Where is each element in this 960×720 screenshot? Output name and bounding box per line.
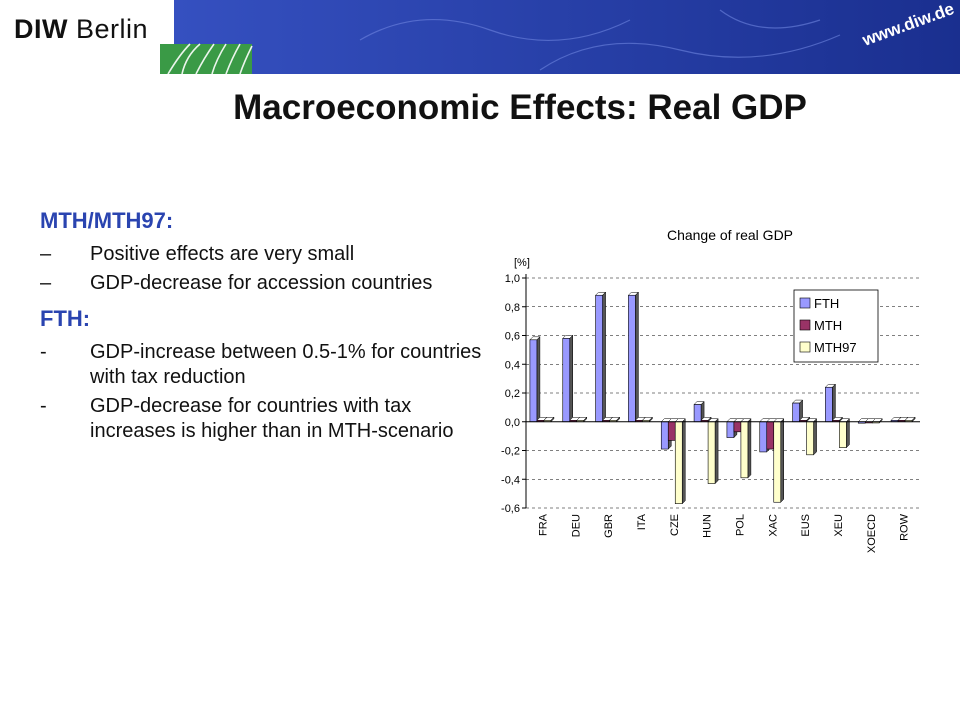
bar-fth-cze (660, 421, 669, 450)
chart-title: Change of real GDP (667, 227, 793, 243)
bar-side-fth (536, 336, 541, 423)
bar-mth-cze (667, 421, 676, 441)
bar-mth97-xac (773, 421, 782, 503)
bar-side-fth (832, 383, 836, 423)
bullet-marker: – (40, 272, 52, 294)
y-tick-label: 0,4 (505, 359, 520, 371)
y-tick-label: -0,2 (501, 446, 520, 458)
bullet-item: - GDP-increase between 0.5-1% for countri… (40, 340, 490, 390)
legend-label-mth: MTH (814, 318, 842, 333)
x-tick-label: DEU (570, 514, 582, 537)
y-tick-label: 0,2 (505, 388, 520, 400)
y-tick-label: -0,4 (501, 474, 520, 486)
x-tick-label: XEU (833, 514, 845, 537)
bullet-text: GDP-increase between 0.5-1% for countrie… (90, 341, 482, 388)
gdp-bar-chart: Change of real GDP [%] 1,0 0,8 0,6 0,4 0,2 0,0 -… (501, 227, 920, 553)
x-tick-label: ROW (899, 513, 911, 541)
section-heading-fth: FTH: (40, 306, 91, 331)
bullet-text: GDP-decrease for countries with tax incr… (90, 395, 454, 442)
bar-fth-pol (726, 421, 735, 438)
header-banner: www.diw.de (160, 0, 960, 74)
bar-fth-gbr (595, 294, 603, 423)
logo-bold-text: DIW (14, 14, 68, 44)
bar-side-fth (602, 291, 606, 423)
bar-side-mth97 (747, 418, 752, 479)
bar-side-mth97 (846, 418, 850, 449)
slide-body: MTH/MTH97: – Positive effects are very sm… (40, 208, 490, 448)
bar-mth97-eus (806, 421, 814, 456)
bar-fth-deu (562, 338, 571, 423)
bullet-item: – Positive effects are very small (40, 242, 490, 267)
x-tick-label: XAC (767, 514, 779, 537)
y-axis-label: [%] (514, 257, 530, 269)
x-tick-label: EUS (800, 514, 812, 537)
y-tick-label: -0,6 (501, 503, 520, 515)
bullet-item: – GDP-decrease for accession countries (40, 271, 490, 296)
x-tick-label: CZE (669, 514, 681, 536)
x-tick-label: FRA (537, 513, 549, 536)
legend-label-fth: FTH (814, 296, 839, 311)
bar-side-mth97 (682, 418, 686, 505)
bar-mth97-pol (740, 421, 749, 479)
bar-fth-eus (792, 402, 800, 423)
bar-side-mth97 (714, 418, 719, 485)
bar-mth-xac (766, 421, 775, 450)
x-tick-label: XOECD (866, 514, 878, 553)
legend-swatch-mth97 (799, 341, 811, 353)
bullet-marker: – (40, 243, 52, 265)
x-tick-label: ITA (636, 513, 648, 530)
legend-swatch-mth (799, 319, 811, 331)
x-tick-label: HUN (702, 514, 714, 538)
diw-berlin-logo: DIW Berlin (14, 14, 148, 45)
bar-side-fth (635, 291, 639, 423)
bar-mth-pol (733, 421, 742, 433)
legend-swatch-fth (799, 297, 811, 309)
bar-fth-xac (759, 421, 768, 453)
bar-side-fth (569, 334, 573, 423)
bar-side-mth97 (780, 418, 784, 503)
bullet-marker: - (40, 395, 47, 417)
bullet-text: Positive effects are very small (90, 243, 355, 265)
x-tick-label: GBR (603, 514, 615, 538)
bar-mth97-xeu (839, 421, 847, 448)
bar-mth97-hun (707, 421, 716, 484)
legend-label-mth97: MTH97 (814, 340, 857, 355)
y-tick-label: 0,0 (505, 417, 520, 429)
x-tick-label: POL (734, 514, 746, 536)
section-heading-mth: MTH/MTH97: (40, 208, 174, 233)
bar-side-mth97 (813, 418, 817, 456)
bar-fth-ita (628, 294, 636, 423)
logo-rest-text: Berlin (76, 14, 149, 44)
bar-fth-xeu (825, 386, 833, 423)
y-tick-label: 0,6 (505, 331, 520, 343)
bullet-marker: - (40, 341, 47, 363)
slide-title: Macroeconomic Effects: Real GDP (233, 88, 807, 127)
bar-fth-hun (693, 404, 702, 423)
y-tick-label: 0,8 (505, 302, 520, 314)
y-tick-label: 1,0 (505, 273, 520, 285)
bar-mth97-cze (674, 421, 683, 504)
bar-fth-fra (529, 339, 538, 423)
bullet-text: GDP-decrease for accession countries (90, 272, 433, 294)
bullet-item: - GDP-decrease for countries with tax inc… (40, 394, 490, 444)
